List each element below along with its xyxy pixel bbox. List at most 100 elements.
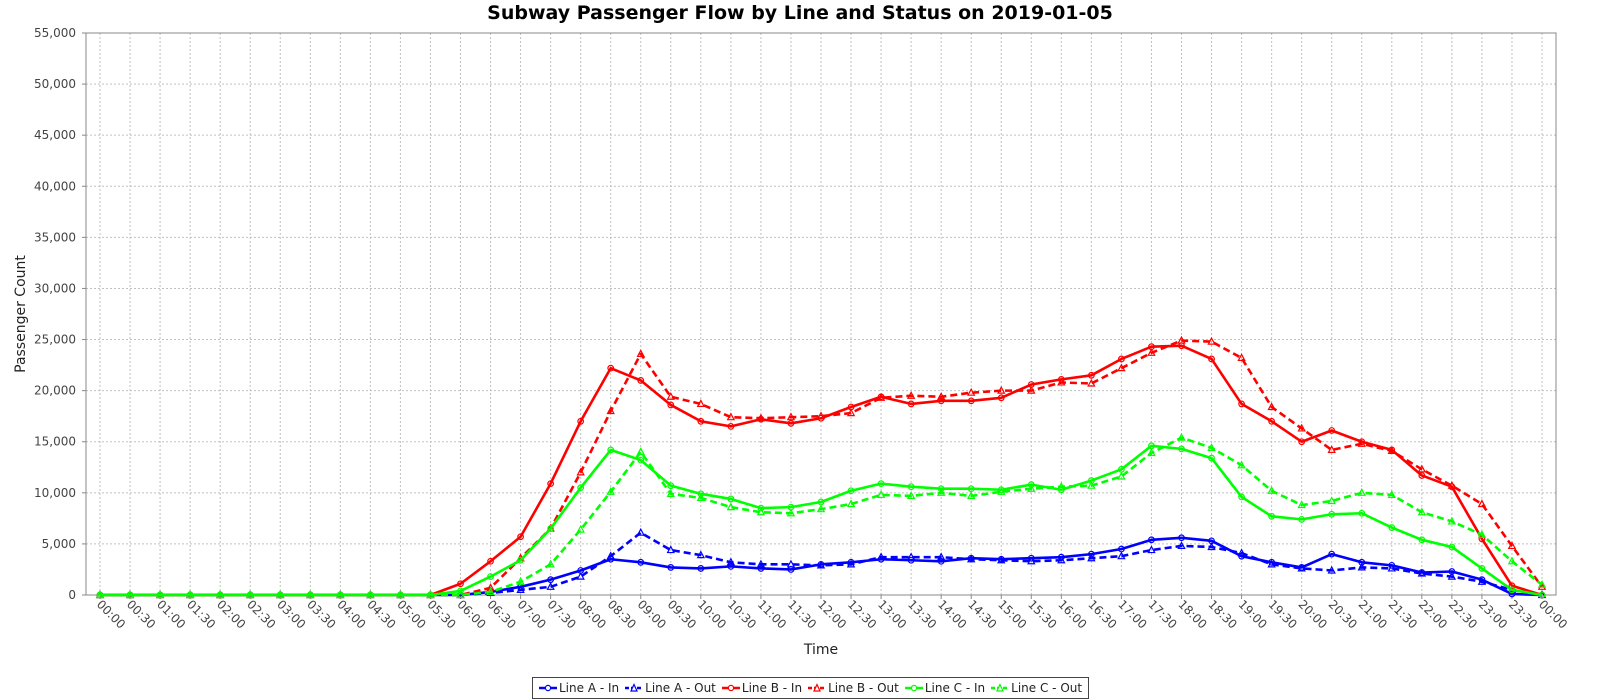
y-tick-label: 0: [68, 588, 76, 602]
data-point: [1087, 553, 1096, 562]
x-tick-label: 10:00: [695, 597, 729, 631]
series-line: [100, 444, 1543, 597]
data-point: [1087, 480, 1096, 489]
data-point: [756, 507, 766, 516]
x-tick-label: 09:30: [665, 597, 699, 631]
data-point: [967, 387, 976, 396]
data-point: [155, 590, 165, 599]
series-line-c-out: [95, 432, 1547, 599]
data-point: [697, 417, 705, 425]
data-point: [276, 590, 285, 599]
data-point: [1418, 472, 1426, 479]
data-point: [306, 590, 315, 599]
data-point: [1267, 559, 1276, 568]
x-tick-label: 08:00: [575, 597, 609, 631]
x-tick-label: 03:30: [304, 597, 338, 631]
data-point: [1237, 353, 1246, 362]
data-point: [486, 583, 495, 591]
x-tick-label: 19:00: [1235, 597, 1269, 631]
data-point: [487, 573, 494, 581]
data-point: [786, 412, 796, 421]
data-point: [1417, 568, 1427, 577]
data-point: [1027, 385, 1036, 394]
data-point: [906, 491, 916, 499]
data-point: [576, 524, 585, 533]
data-point: [336, 590, 345, 599]
data-point: [576, 467, 585, 476]
x-tick-label: 19:30: [1266, 597, 1300, 631]
data-point: [1298, 515, 1306, 523]
data-point: [907, 400, 915, 408]
data-point: [906, 552, 916, 561]
data-point: [1357, 438, 1366, 447]
data-point: [1327, 445, 1336, 454]
x-tick-label: 20:30: [1326, 597, 1360, 631]
data-point: [637, 377, 645, 384]
data-point: [1328, 550, 1336, 558]
x-tick-label: 04:00: [334, 597, 368, 631]
data-point: [517, 533, 524, 541]
data-point: [726, 502, 736, 511]
data-point: [1117, 363, 1126, 372]
x-tick-label: 01:30: [184, 597, 218, 631]
y-tick-label: 10,000: [34, 486, 76, 500]
x-tick-label: 21:30: [1386, 597, 1420, 631]
x-tick-label: 22:30: [1446, 597, 1480, 631]
data-point: [726, 412, 736, 421]
data-point: [1117, 471, 1126, 480]
data-point: [125, 590, 135, 599]
legend-swatch-icon: [539, 684, 557, 692]
x-tick-label: 05:30: [424, 597, 458, 631]
data-point: [906, 390, 916, 399]
x-tick-label: 05:00: [394, 597, 428, 631]
data-point: [215, 590, 225, 599]
data-point: [936, 391, 946, 400]
x-tick-label: 23:30: [1506, 597, 1540, 631]
legend-swatch-icon: [625, 683, 644, 692]
x-tick-label: 08:30: [605, 597, 639, 631]
data-point: [1148, 536, 1155, 544]
x-axis-label: Time: [803, 642, 838, 658]
x-tick-label: 16:00: [1055, 597, 1089, 631]
y-tick-label: 40,000: [34, 179, 76, 193]
data-point: [1387, 490, 1396, 498]
y-tick-label: 25,000: [34, 333, 76, 347]
data-point: [1237, 460, 1246, 469]
data-point: [456, 590, 465, 599]
x-tick-label: 07:30: [545, 597, 579, 631]
legend-swatch-icon: [904, 684, 923, 692]
data-point: [606, 551, 615, 560]
data-point: [577, 484, 585, 492]
data-point: [1358, 509, 1366, 517]
data-point: [1507, 541, 1517, 550]
data-point: [997, 487, 1006, 495]
data-point: [1027, 554, 1035, 562]
data-point: [1087, 378, 1096, 387]
data-point: [997, 394, 1005, 402]
data-point: [1477, 576, 1487, 585]
chart-legend: Line A - In Line A - Out Line B - In Line B…: [532, 677, 1090, 699]
data-point: [1208, 454, 1215, 462]
data-point: [1057, 481, 1066, 490]
data-point: [1477, 529, 1487, 538]
data-point: [577, 417, 585, 425]
y-tick-label: 20,000: [34, 384, 76, 398]
data-point: [366, 590, 375, 599]
data-point: [1417, 507, 1427, 516]
series-line: [100, 339, 1544, 597]
y-tick-label: 15,000: [34, 435, 76, 449]
data-point: [666, 489, 675, 497]
x-tick-label: 23:00: [1476, 597, 1510, 631]
x-tick-label: 14:00: [935, 597, 969, 631]
data-point: [786, 508, 796, 517]
data-point: [936, 488, 946, 496]
data-point: [1387, 446, 1396, 455]
legend-label: Line B - Out: [828, 681, 899, 695]
y-tick-label: 5,000: [42, 537, 76, 551]
x-tick-label: 13:30: [905, 597, 939, 631]
data-point: [727, 495, 735, 503]
data-point: [1297, 500, 1306, 509]
data-point: [697, 565, 705, 572]
data-point: [1057, 555, 1066, 564]
data-point: [787, 419, 795, 427]
